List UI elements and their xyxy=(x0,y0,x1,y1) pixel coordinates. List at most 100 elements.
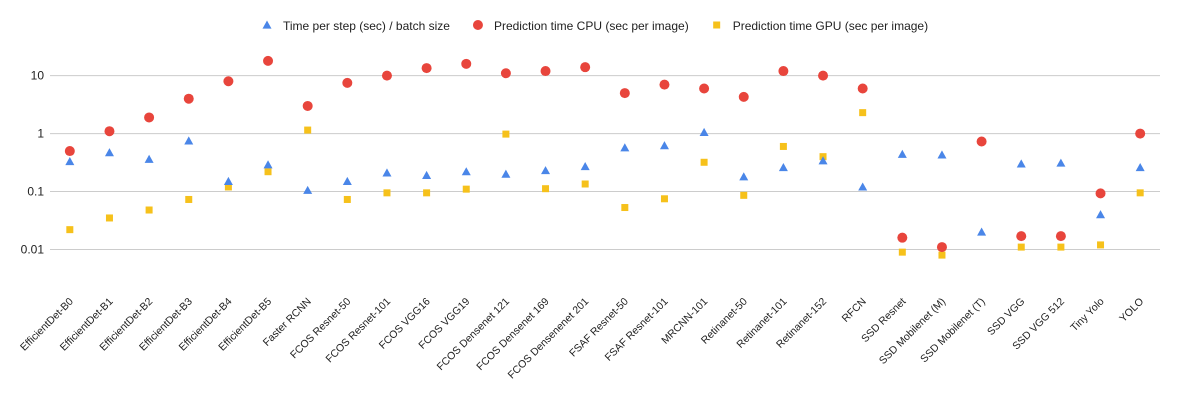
data-point xyxy=(105,214,113,222)
y-axis-ticks: 0.01 0.1 1 10 xyxy=(21,69,45,257)
x-category-label: FCOS Densenet 121 xyxy=(435,296,513,374)
data-point xyxy=(936,242,947,253)
data-point xyxy=(857,83,868,94)
data-point xyxy=(699,127,709,136)
data-point xyxy=(223,76,234,87)
x-category-label: YOLO xyxy=(1117,296,1146,325)
data-point xyxy=(144,154,154,163)
legend-marker xyxy=(472,20,483,30)
legend: Time per step (sec) / batch size Predicti… xyxy=(262,19,928,33)
data-point xyxy=(104,148,114,157)
x-axis-categories: EfficientDet-B0EfficientDet-B1EfficientD… xyxy=(18,296,1146,382)
data-point xyxy=(66,226,74,234)
data-point xyxy=(342,77,353,88)
gridlines xyxy=(50,75,1160,250)
data-point xyxy=(700,158,708,166)
data-point xyxy=(580,162,590,171)
data-point xyxy=(1135,128,1146,139)
data-point xyxy=(938,251,946,259)
data-point xyxy=(462,185,470,193)
data-point xyxy=(1096,210,1106,219)
data-point xyxy=(619,88,630,99)
data-point xyxy=(104,126,115,137)
data-point xyxy=(778,66,789,77)
data-point xyxy=(580,62,591,73)
data-point xyxy=(1057,243,1065,251)
x-category-label: FCOS Densenet 169 xyxy=(474,296,552,374)
x-category-label: SSD Mobilenet (M) xyxy=(877,296,948,367)
data-point xyxy=(264,168,272,176)
data-point xyxy=(738,91,749,102)
data-point xyxy=(461,58,472,69)
data-point xyxy=(183,93,194,104)
data-point xyxy=(779,142,787,150)
legend-marker xyxy=(713,21,721,29)
series-triangle xyxy=(65,127,1145,236)
data-point xyxy=(659,79,670,90)
data-point xyxy=(144,112,155,123)
data-point xyxy=(421,63,432,74)
data-point xyxy=(740,191,748,199)
x-category-label: Tiny Yolo xyxy=(1068,296,1106,334)
data-point xyxy=(224,183,232,191)
data-point xyxy=(145,206,153,214)
series-square xyxy=(66,109,1144,259)
data-point xyxy=(500,68,511,79)
data-point xyxy=(621,204,629,212)
data-point xyxy=(897,149,907,158)
data-point xyxy=(184,136,194,145)
legend-label: Time per step (sec) / batch size xyxy=(283,19,450,33)
data-point xyxy=(303,185,313,194)
data-point xyxy=(778,162,788,172)
data-point xyxy=(541,166,551,175)
data-point xyxy=(1135,162,1145,172)
data-point xyxy=(1056,158,1066,167)
data-point xyxy=(64,146,75,157)
data-point xyxy=(263,55,274,66)
data-point xyxy=(1017,243,1025,251)
legend-marker xyxy=(262,20,272,29)
data-point xyxy=(381,70,392,81)
data-point xyxy=(343,195,351,203)
data-point xyxy=(898,248,906,256)
data-point xyxy=(501,169,511,178)
y-tick-label: 10 xyxy=(31,69,45,83)
data-point xyxy=(304,126,312,134)
legend-label: Prediction time GPU (sec per image) xyxy=(733,19,928,33)
y-tick-label: 1 xyxy=(37,127,44,141)
data-point xyxy=(65,156,75,166)
x-category-label: SSD VGG xyxy=(985,296,1027,338)
data-point xyxy=(659,141,669,150)
data-point xyxy=(1095,188,1106,199)
data-point xyxy=(342,176,352,185)
data-point xyxy=(1136,189,1144,197)
data-point xyxy=(382,168,392,177)
data-point xyxy=(423,189,431,197)
data-point xyxy=(699,83,710,94)
data-point xyxy=(502,130,510,138)
x-category-label: RFCN xyxy=(840,296,869,325)
legend-label: Prediction time CPU (sec per image) xyxy=(494,19,689,33)
series-markers xyxy=(64,55,1146,259)
data-point xyxy=(660,195,668,203)
data-point xyxy=(818,156,828,165)
data-point xyxy=(383,189,391,197)
y-tick-label: 0.1 xyxy=(27,185,44,199)
data-point xyxy=(1016,231,1027,242)
data-point xyxy=(223,176,233,185)
data-point xyxy=(1016,159,1026,168)
data-point xyxy=(897,232,908,243)
data-point xyxy=(302,100,313,111)
data-point xyxy=(937,150,947,159)
data-point xyxy=(1097,241,1105,249)
data-point xyxy=(859,109,867,117)
y-tick-label: 0.01 xyxy=(21,242,45,256)
data-point xyxy=(1055,231,1066,242)
data-point xyxy=(461,167,471,176)
data-point xyxy=(818,70,829,81)
data-point xyxy=(542,185,550,193)
data-point xyxy=(739,172,749,181)
data-point xyxy=(263,160,273,169)
data-point xyxy=(422,170,432,179)
